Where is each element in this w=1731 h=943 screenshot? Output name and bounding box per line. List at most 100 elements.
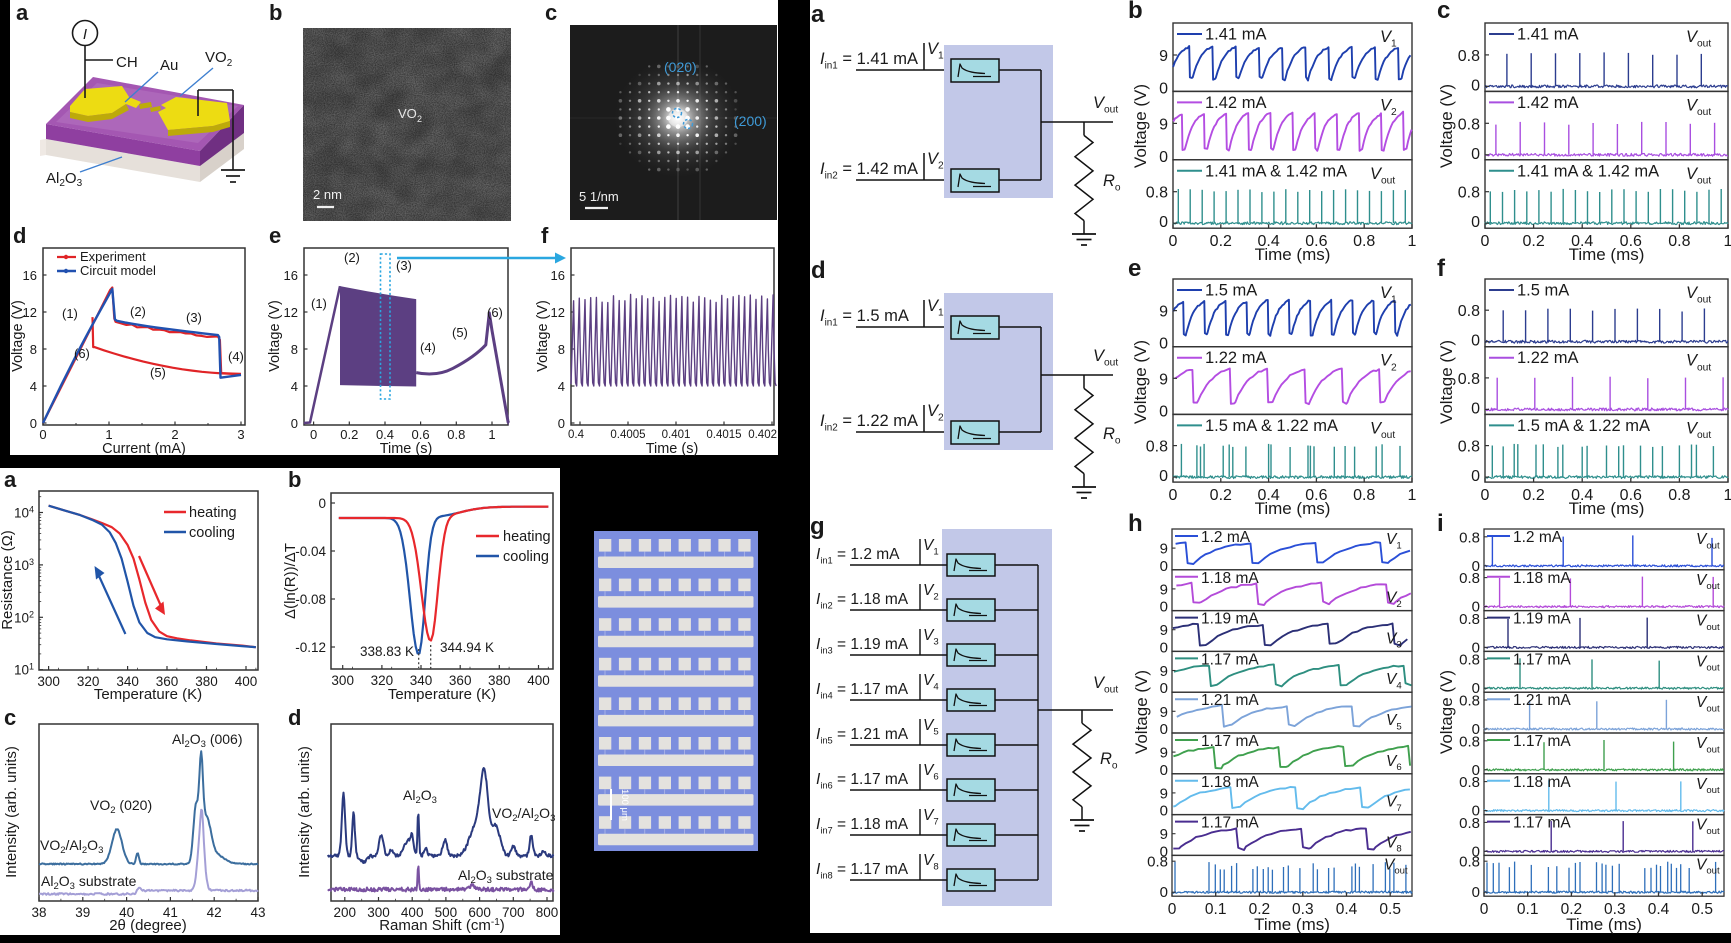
svg-text:0.8: 0.8 (1147, 854, 1168, 871)
svg-text:Vout: Vout (1093, 674, 1118, 696)
svg-text:d: d (288, 705, 301, 730)
svg-text:Vout: Vout (1370, 165, 1395, 187)
svg-text:0.8: 0.8 (1459, 733, 1480, 750)
svg-text:cooling: cooling (189, 525, 235, 541)
svg-text:0: 0 (1472, 843, 1480, 860)
svg-text:Time (s): Time (s) (646, 441, 699, 457)
svg-text:VO2: VO2 (205, 49, 232, 69)
svg-text:0: 0 (1159, 214, 1168, 231)
svg-text:(3): (3) (396, 258, 412, 273)
svg-text:V1: V1 (923, 537, 939, 557)
svg-text:1.22 mA: 1.22 mA (1205, 349, 1266, 367)
svg-text:400: 400 (235, 674, 258, 689)
svg-text:0: 0 (1160, 558, 1168, 575)
svg-text:Iin3 = 1.19 mA: Iin3 = 1.19 mA (816, 636, 909, 655)
svg-text:1.41 mA & 1.42 mA: 1.41 mA & 1.42 mA (1205, 162, 1347, 180)
svg-text:9: 9 (1160, 541, 1168, 558)
svg-text:300: 300 (331, 673, 354, 688)
svg-text:5 1/nm: 5 1/nm (579, 189, 619, 204)
svg-text:0: 0 (1159, 403, 1168, 420)
svg-text:0: 0 (1160, 721, 1168, 738)
svg-text:0: 0 (1472, 721, 1480, 738)
svg-text:1.17 mA: 1.17 mA (1513, 651, 1571, 668)
svg-text:V5: V5 (1386, 712, 1402, 732)
svg-text:Vout: Vout (1696, 817, 1720, 837)
svg-text:0.2: 0.2 (1522, 487, 1544, 504)
svg-text:8: 8 (30, 342, 37, 357)
svg-text:(200): (200) (734, 113, 767, 129)
svg-text:Voltage (V): Voltage (V) (1132, 670, 1151, 754)
svg-text:(4): (4) (228, 349, 244, 364)
svg-text:V1: V1 (1380, 284, 1397, 306)
svg-text:0.5: 0.5 (1379, 901, 1401, 918)
svg-text:(6): (6) (74, 346, 90, 361)
svg-text:b: b (269, 0, 282, 25)
svg-text:0: 0 (39, 427, 46, 442)
svg-text:344.94 K: 344.94 K (440, 640, 494, 655)
svg-text:0: 0 (1160, 680, 1168, 697)
svg-text:0: 0 (1160, 599, 1168, 616)
svg-text:0.401: 0.401 (662, 429, 691, 441)
svg-text:Iin2 = 1.22 mA: Iin2 = 1.22 mA (820, 412, 918, 434)
svg-text:0.8: 0.8 (1459, 652, 1480, 669)
svg-text:16: 16 (284, 268, 298, 283)
svg-text:0.1: 0.1 (1517, 901, 1539, 918)
svg-text:1.19 mA: 1.19 mA (1201, 611, 1259, 628)
svg-text:V7: V7 (1386, 794, 1402, 814)
svg-text:9: 9 (1160, 581, 1168, 598)
svg-text:f: f (1437, 255, 1446, 282)
svg-text:1.41 mA: 1.41 mA (1205, 26, 1266, 44)
svg-text:1.17 mA: 1.17 mA (1201, 733, 1259, 750)
svg-text:0: 0 (1160, 884, 1168, 901)
svg-text:Time (ms): Time (ms) (1254, 915, 1330, 934)
svg-text:0: 0 (30, 416, 37, 431)
svg-text:0.8: 0.8 (1459, 611, 1480, 628)
svg-text:0.6: 0.6 (1620, 233, 1642, 250)
svg-text:1: 1 (488, 427, 495, 442)
svg-text:Current (mA): Current (mA) (102, 441, 186, 457)
svg-text:c: c (545, 0, 557, 25)
svg-text:V8: V8 (1386, 834, 1402, 854)
svg-text:Iin5 = 1.21 mA: Iin5 = 1.21 mA (816, 726, 909, 745)
svg-text:1.42 mA: 1.42 mA (1517, 94, 1578, 112)
svg-text:0.8: 0.8 (1459, 693, 1480, 710)
svg-text:V7: V7 (923, 807, 939, 827)
svg-text:Intensity (arb. units): Intensity (arb. units) (3, 746, 20, 878)
svg-text:0.6: 0.6 (1620, 487, 1642, 504)
svg-text:16: 16 (551, 268, 565, 283)
svg-text:Ro: Ro (1100, 750, 1118, 772)
svg-text:Vout: Vout (1384, 856, 1408, 876)
svg-text:V6: V6 (1386, 753, 1402, 773)
svg-text:Resistance (Ω): Resistance (Ω) (0, 530, 16, 630)
svg-text:a: a (4, 467, 17, 492)
svg-text:300: 300 (367, 905, 390, 920)
svg-text:Iin6 = 1.17 mA: Iin6 = 1.17 mA (816, 771, 909, 790)
svg-text:12: 12 (284, 305, 298, 320)
svg-text:0: 0 (1472, 558, 1480, 575)
svg-text:c: c (1437, 0, 1450, 24)
svg-text:9: 9 (1159, 304, 1168, 321)
svg-text:0: 0 (1169, 487, 1178, 504)
svg-text:0.2: 0.2 (1522, 233, 1544, 250)
svg-text:4: 4 (291, 379, 298, 394)
svg-text:c: c (4, 705, 16, 730)
svg-text:g: g (810, 513, 825, 540)
svg-text:9: 9 (1160, 745, 1168, 762)
svg-text:1.18 mA: 1.18 mA (1513, 774, 1571, 791)
svg-text:Voltage (V): Voltage (V) (267, 300, 283, 372)
svg-text:(1): (1) (62, 306, 78, 321)
svg-text:Temperature (K): Temperature (K) (94, 686, 202, 703)
svg-text:VO2/Al2O3: VO2/Al2O3 (492, 805, 555, 824)
svg-text:V2: V2 (1380, 96, 1397, 118)
svg-text:9: 9 (1160, 663, 1168, 680)
svg-text:0.8: 0.8 (1668, 233, 1690, 250)
svg-text:(020): (020) (664, 59, 697, 75)
svg-text:(1): (1) (311, 296, 327, 311)
svg-text:e: e (1128, 255, 1141, 282)
svg-text:Voltage (V): Voltage (V) (1437, 340, 1456, 424)
svg-text:d: d (13, 223, 26, 248)
svg-text:0.8: 0.8 (447, 427, 465, 442)
svg-text:Vout: Vout (1686, 284, 1711, 306)
svg-text:I: I (83, 26, 87, 43)
svg-text:8: 8 (291, 342, 298, 357)
